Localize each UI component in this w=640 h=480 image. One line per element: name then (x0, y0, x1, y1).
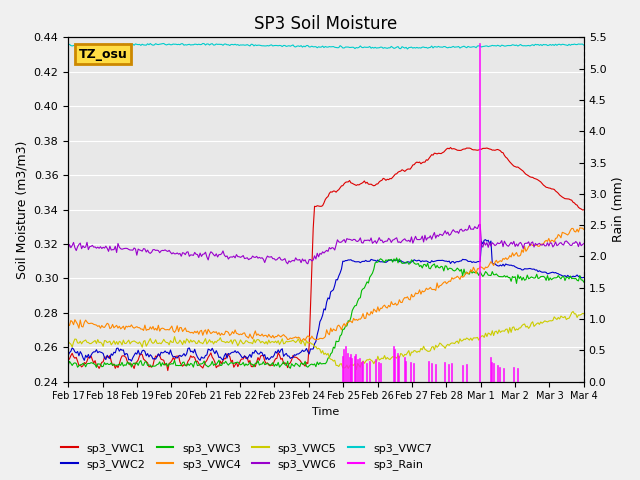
Y-axis label: Soil Moisture (m3/m3): Soil Moisture (m3/m3) (15, 140, 28, 279)
Title: SP3 Soil Moisture: SP3 Soil Moisture (254, 15, 397, 33)
Y-axis label: Rain (mm): Rain (mm) (612, 177, 625, 242)
X-axis label: Time: Time (312, 407, 340, 417)
Text: TZ_osu: TZ_osu (79, 48, 127, 60)
Legend: sp3_VWC1, sp3_VWC2, sp3_VWC3, sp3_VWC4, sp3_VWC5, sp3_VWC6, sp3_VWC7, sp3_Rain: sp3_VWC1, sp3_VWC2, sp3_VWC3, sp3_VWC4, … (57, 438, 436, 474)
